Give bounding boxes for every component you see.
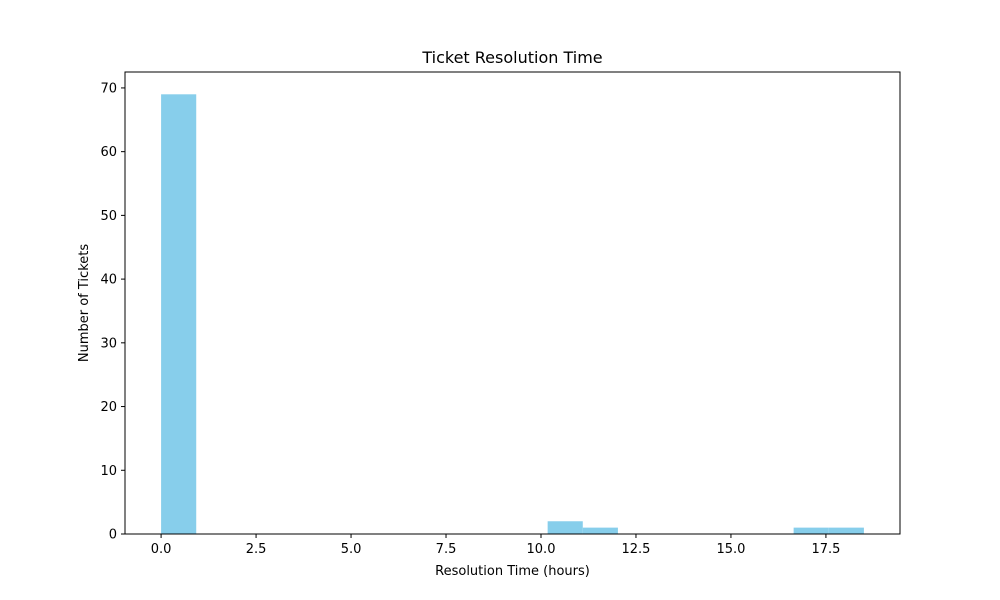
x-tick-label: 5.0 (341, 542, 362, 557)
y-tick-label: 50 (100, 209, 117, 224)
x-tick-label: 17.5 (811, 542, 840, 557)
y-axis-ticks: 0 10 20 30 40 50 60 70 (100, 81, 125, 543)
y-tick-label: 0 (109, 528, 117, 543)
x-axis-title: Resolution Time (hours) (435, 564, 590, 579)
histogram-bar (793, 527, 829, 534)
x-tick-label: 0.0 (151, 542, 172, 557)
histogram-bar (547, 521, 583, 534)
x-tick-label: 7.5 (436, 542, 457, 557)
x-tick-label: 2.5 (246, 542, 267, 557)
chart-title: Ticket Resolution Time (421, 48, 602, 67)
histogram-bar (582, 527, 618, 534)
y-tick-label: 10 (100, 464, 117, 479)
y-tick-label: 30 (100, 336, 117, 351)
histogram-bar (161, 94, 197, 534)
x-tick-label: 15.0 (716, 542, 745, 557)
y-tick-label: 60 (100, 145, 117, 160)
y-tick-label: 40 (100, 273, 117, 288)
bars-group (161, 94, 864, 534)
x-axis-ticks: 0.0 2.5 5.0 7.5 10.0 12.5 15.0 17.5 (151, 534, 840, 557)
x-tick-label: 10.0 (527, 542, 556, 557)
y-tick-label: 70 (100, 81, 117, 96)
plot-frame (124, 71, 901, 535)
histogram-bar (828, 527, 864, 534)
y-axis-title: Number of Tickets (77, 244, 92, 362)
y-tick-label: 20 (100, 400, 117, 415)
x-tick-label: 12.5 (621, 542, 650, 557)
